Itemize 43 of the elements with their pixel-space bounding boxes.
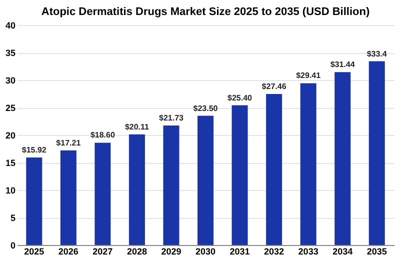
data-label: $17.21 xyxy=(56,138,82,148)
data-label: $27.46 xyxy=(262,82,287,91)
bar xyxy=(334,72,351,245)
bar xyxy=(94,142,111,245)
bar xyxy=(368,61,385,245)
bar xyxy=(300,83,316,245)
data-label: $15.92 xyxy=(22,145,47,154)
y-tick-label: 15 xyxy=(5,158,16,168)
data-label: $29.41 xyxy=(296,71,322,80)
bar xyxy=(26,157,42,245)
y-tick-label: 40 xyxy=(5,20,16,30)
data-label: $20.11 xyxy=(124,122,150,132)
x-tick-label: 2032 xyxy=(264,246,284,256)
x-tick-label: 2029 xyxy=(161,246,182,256)
x-tick-label: 2031 xyxy=(230,246,250,256)
y-tick-label: 0 xyxy=(10,240,16,250)
bar xyxy=(198,116,214,245)
x-tick-label: 2030 xyxy=(195,246,216,256)
data-label: $23.50 xyxy=(193,104,218,113)
y-tick-label: 30 xyxy=(5,76,16,86)
chart-title: Atopic Dermatitis Drugs Market Size 2025 to 2035 (USD Billion) xyxy=(41,6,370,18)
y-tick-label: 35 xyxy=(5,48,16,58)
x-tick-label: 2027 xyxy=(92,246,113,256)
x-tick-label: 2033 xyxy=(298,246,318,256)
x-tick-label: 2026 xyxy=(58,246,78,256)
bar xyxy=(232,105,248,245)
data-label: $31.44 xyxy=(330,60,356,70)
x-tick-label: 2028 xyxy=(126,246,147,256)
data-label: $25.40 xyxy=(228,93,253,102)
x-tick-label: 2025 xyxy=(24,246,44,256)
data-label: $21.73 xyxy=(158,113,184,122)
x-tick-label: 2034 xyxy=(332,246,353,256)
x-tick-label: 2035 xyxy=(366,246,387,256)
data-label: $33.4 xyxy=(366,49,388,58)
bar xyxy=(163,125,180,245)
y-tick-label: 20 xyxy=(5,130,16,140)
bar xyxy=(60,150,76,245)
y-tick-label: 5 xyxy=(10,213,16,223)
data-label: $18.60 xyxy=(90,130,116,140)
bar xyxy=(266,94,282,245)
y-tick-label: 25 xyxy=(5,103,16,113)
bar xyxy=(128,134,145,245)
y-tick-label: 10 xyxy=(5,186,16,196)
